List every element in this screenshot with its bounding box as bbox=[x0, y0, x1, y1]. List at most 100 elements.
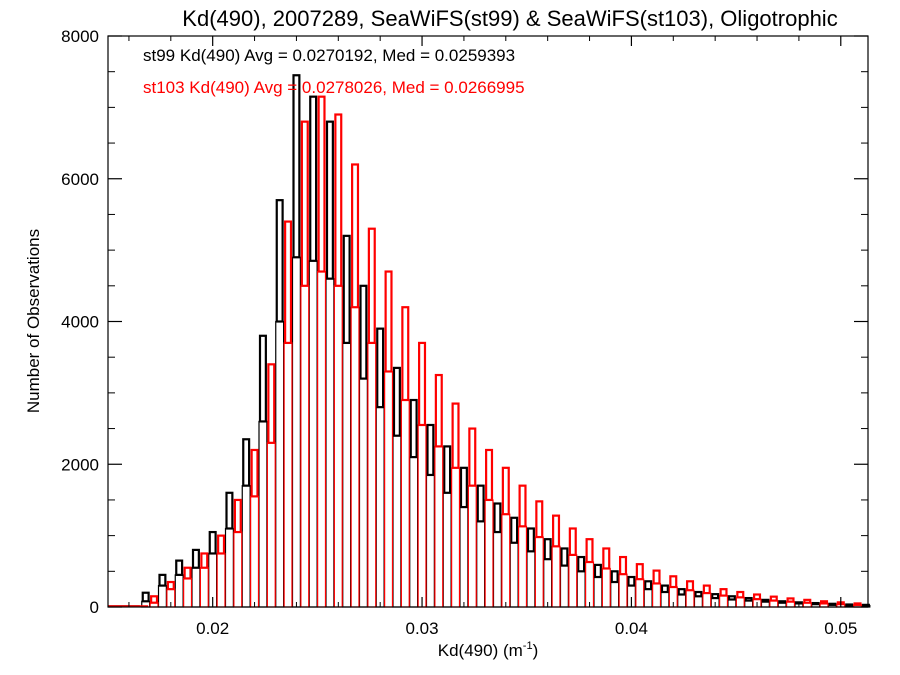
bar-st99 bbox=[476, 484, 485, 523]
bar-st103 bbox=[619, 555, 628, 576]
series-st103 bbox=[108, 95, 863, 608]
bar-base-st99 bbox=[442, 492, 452, 608]
bar-st99 bbox=[560, 547, 569, 567]
bar-st103 bbox=[334, 113, 343, 287]
series-st99 bbox=[108, 74, 871, 608]
bar-st99 bbox=[610, 570, 619, 584]
bar-base-st103 bbox=[534, 536, 544, 608]
axis-ticks: 0.02 0.03 0.04 0.05 0 2000 4000 6000 8000 bbox=[61, 27, 868, 638]
bar-st99 bbox=[644, 580, 653, 591]
bar-base-st103 bbox=[518, 525, 528, 608]
bar-base-st99 bbox=[191, 567, 201, 608]
bar-st103 bbox=[652, 569, 661, 585]
bar-base-st99 bbox=[409, 456, 419, 608]
bar-st103 bbox=[501, 466, 510, 516]
bar-st103 bbox=[485, 448, 494, 502]
bar-st103 bbox=[702, 584, 711, 595]
bar-st99 bbox=[342, 234, 351, 345]
bar-st99 bbox=[443, 445, 452, 494]
bar-st99 bbox=[275, 199, 284, 323]
bar-base-st103 bbox=[199, 567, 209, 608]
bar-base-st103 bbox=[702, 592, 712, 608]
bar-base-st103 bbox=[501, 513, 511, 608]
bar-st99 bbox=[660, 584, 669, 594]
bar-base-st99 bbox=[576, 570, 586, 608]
bar-st103 bbox=[635, 563, 644, 581]
bar-base-st99 bbox=[275, 320, 285, 608]
bar-st103 bbox=[568, 527, 577, 556]
bar-base-st99 bbox=[476, 520, 486, 608]
bar-base-st103 bbox=[417, 424, 427, 608]
bar-base-st99 bbox=[358, 378, 368, 608]
bar-st103 bbox=[150, 595, 159, 604]
bar-st99 bbox=[543, 538, 552, 561]
legend-entry-st99: st99 Kd(490) Avg = 0.0270192, Med = 0.02… bbox=[143, 46, 515, 65]
bar-st103 bbox=[434, 373, 443, 448]
bar-base-st99 bbox=[643, 588, 653, 608]
bar-st99 bbox=[191, 548, 200, 569]
bar-base-st103 bbox=[568, 554, 578, 608]
x-tick-label: 0.03 bbox=[406, 619, 439, 638]
bar-st99 bbox=[677, 588, 686, 596]
bar-base-st99 bbox=[660, 591, 670, 608]
bar-base-st103 bbox=[384, 370, 394, 608]
bar-st99 bbox=[158, 573, 167, 587]
bar-base-st103 bbox=[434, 445, 444, 608]
bar-base-st103 bbox=[451, 467, 461, 608]
bar-base-st99 bbox=[258, 420, 268, 608]
bar-st99 bbox=[593, 563, 602, 579]
bar-base-st99 bbox=[543, 558, 553, 608]
plot-frame bbox=[107, 35, 869, 608]
bar-base-st103 bbox=[719, 594, 729, 608]
bar-base-st103 bbox=[183, 577, 193, 608]
bar-st103 bbox=[686, 580, 695, 592]
bar-st103 bbox=[752, 593, 762, 601]
bar-base-st103 bbox=[601, 567, 611, 608]
bar-st99 bbox=[426, 423, 435, 477]
bar-st99 bbox=[392, 366, 401, 437]
bar-st103 bbox=[602, 547, 611, 570]
bar-base-st103 bbox=[300, 285, 310, 608]
bar-st103 bbox=[384, 270, 393, 373]
bar-st99 bbox=[175, 559, 184, 576]
bar-st103 bbox=[451, 402, 460, 469]
bar-st99 bbox=[141, 591, 150, 603]
bar-st99 bbox=[409, 398, 418, 459]
x-axis-label-main: Kd(490) (m bbox=[438, 641, 523, 660]
bar-base-st103 bbox=[484, 499, 494, 608]
bar-base-st99 bbox=[677, 593, 687, 608]
bar-base-st103 bbox=[635, 578, 645, 608]
bar-st103 bbox=[267, 363, 276, 444]
bar-base-st99 bbox=[610, 581, 620, 608]
bar-st103 bbox=[552, 514, 561, 548]
bar-base-st103 bbox=[333, 285, 343, 608]
bar-base-st103 bbox=[400, 399, 410, 608]
bar-st103 bbox=[183, 566, 192, 580]
bar-base-st99 bbox=[693, 595, 703, 608]
bar-st103 bbox=[367, 227, 376, 345]
bar-base-st103 bbox=[467, 485, 477, 608]
bar-base-st99 bbox=[559, 564, 569, 608]
bar-base-st103 bbox=[367, 342, 377, 608]
bar-st103 bbox=[233, 498, 242, 534]
bar-base-st103 bbox=[216, 552, 226, 608]
bar-base-st99 bbox=[392, 435, 402, 608]
bar-st103 bbox=[284, 220, 293, 345]
bar-st99 bbox=[309, 95, 318, 262]
bar-st103 bbox=[719, 588, 728, 597]
bar-base-st103 bbox=[266, 442, 276, 608]
y-tick-label: 0 bbox=[90, 598, 99, 617]
bar-base-st103 bbox=[551, 545, 561, 608]
bar-st103 bbox=[669, 575, 678, 589]
bar-base-st99 bbox=[174, 574, 184, 608]
bar-base-st99 bbox=[375, 406, 385, 608]
bar-base-st103 bbox=[283, 342, 293, 608]
bar-st103 bbox=[217, 534, 226, 555]
bar-st103 bbox=[250, 448, 259, 498]
bar-base-st99 bbox=[459, 506, 469, 608]
bar-base-st103 bbox=[317, 270, 327, 608]
bar-base-st103 bbox=[618, 573, 628, 608]
bar-base-st103 bbox=[685, 589, 695, 608]
bar-st103 bbox=[468, 427, 477, 487]
bar-base-st99 bbox=[241, 485, 251, 608]
